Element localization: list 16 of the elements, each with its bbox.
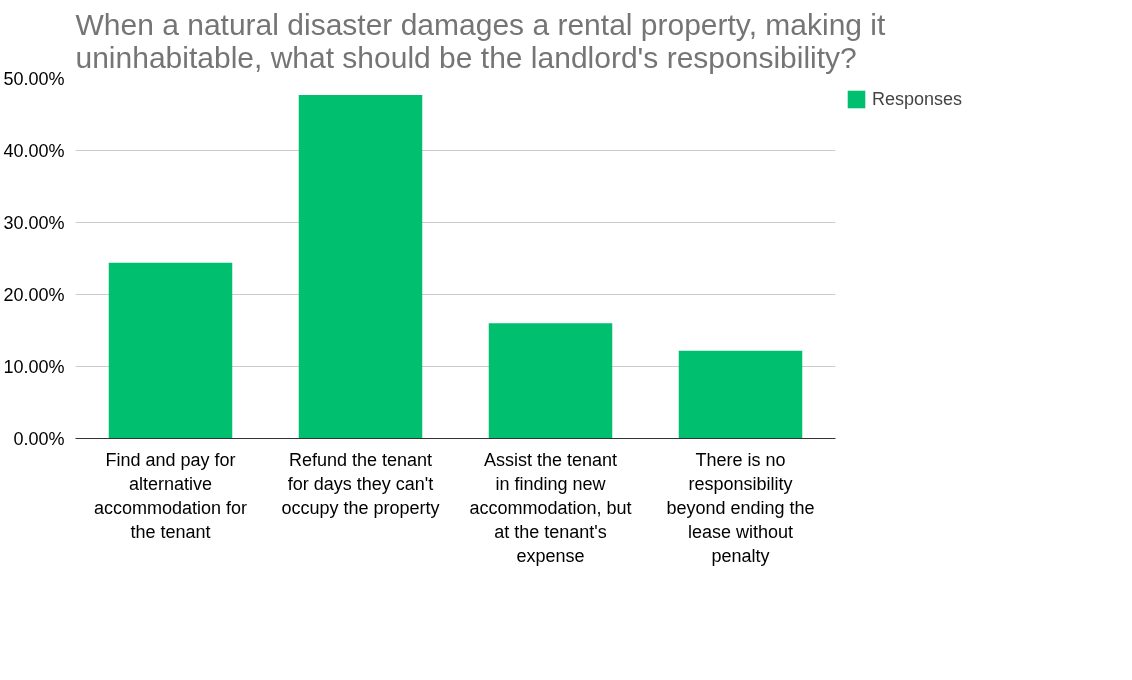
y-tick-label: 40.00% [3, 140, 65, 161]
y-tick-label: 30.00% [3, 212, 65, 233]
x-tick-label: There is no responsibility beyond ending the lease without penalty [666, 449, 815, 566]
x-tick-label: Assist the tenant in finding new accommodation, but at the tenant's expense [469, 449, 632, 566]
x-tick-label: Refund the tenant for days they can't occupy the property [281, 449, 440, 518]
y-tick-label: 0.00% [13, 428, 65, 449]
bar [108, 262, 233, 439]
bar [678, 350, 803, 439]
bar [488, 323, 613, 439]
y-tick-label: 50.00% [3, 68, 65, 89]
y-tick-label: 20.00% [3, 284, 65, 305]
x-tick-label: Find and pay for alternative accommodation for the tenant [93, 449, 248, 542]
legend-label: Responses [872, 88, 963, 110]
bar [298, 95, 423, 439]
y-tick-label: 10.00% [3, 356, 65, 377]
chart-title: When a natural disaster damages a rental property, making it uninhabitable, what should be the landlord's responsibility? [75, 7, 887, 74]
